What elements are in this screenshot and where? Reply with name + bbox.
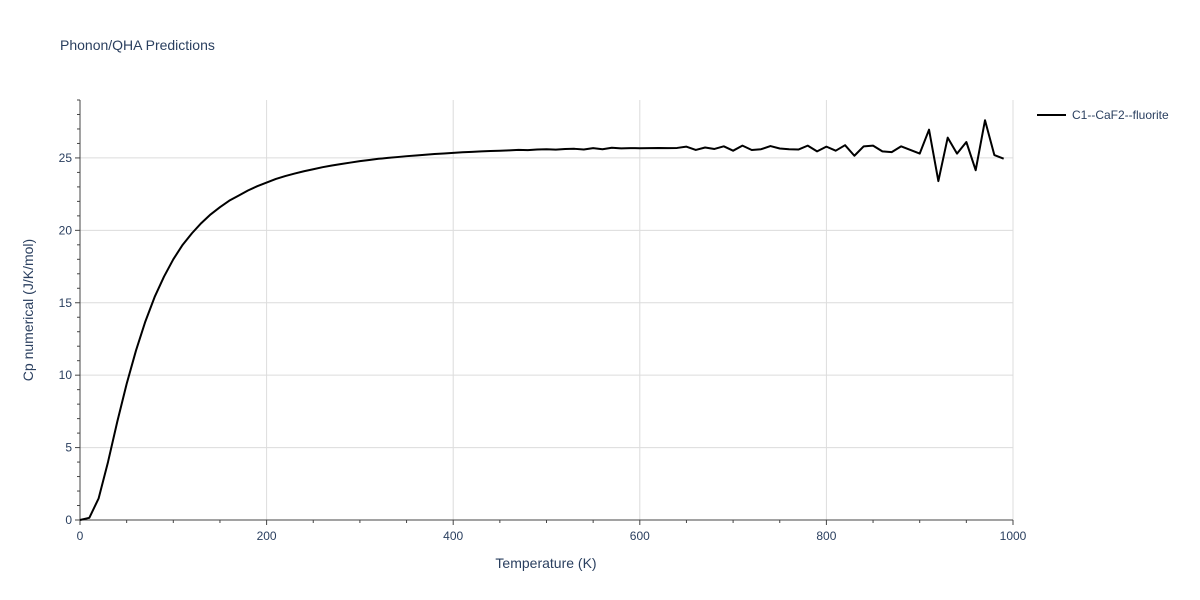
x-tick-label: 600 xyxy=(630,529,650,543)
x-axis-title: Temperature (K) xyxy=(495,555,596,571)
x-tick-label: 0 xyxy=(77,529,84,543)
x-tick-label: 400 xyxy=(443,529,463,543)
grid xyxy=(80,100,1014,520)
y-tick-label: 15 xyxy=(59,296,73,310)
y-tick-label: 5 xyxy=(65,441,72,455)
y-tick-label: 20 xyxy=(59,223,73,237)
plot-area xyxy=(79,119,1005,521)
legend-label[interactable]: C1--CaF2--fluorite xyxy=(1072,108,1169,122)
y-axis-title: Cp numerical (J/K/mol) xyxy=(20,239,36,381)
x-tick-label: 1000 xyxy=(1000,529,1027,543)
x-tick-label: 800 xyxy=(816,529,836,543)
chart-title: Phonon/QHA Predictions xyxy=(60,37,215,53)
legend[interactable]: C1--CaF2--fluorite xyxy=(1037,108,1169,122)
y-tick-label: 10 xyxy=(59,368,73,382)
y-tick-label: 0 xyxy=(65,513,72,527)
series-line xyxy=(79,119,1005,521)
axes: 0 200 400 600 800 1000 0 5 10 15 20 25 xyxy=(59,99,1027,543)
x-tick-label: 200 xyxy=(257,529,277,543)
y-tick-label: 25 xyxy=(59,151,73,165)
